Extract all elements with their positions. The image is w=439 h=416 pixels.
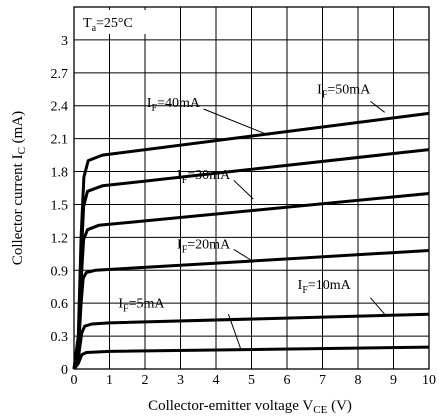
annotation-leader-line (227, 313, 242, 350)
x-tick-label: 6 (284, 373, 291, 388)
series-curve-5ma (72, 345, 430, 370)
x-axis-title-sub: CE (313, 404, 327, 416)
series-label-rest: =40mA (157, 96, 201, 111)
x-tick-label: 10 (422, 373, 436, 388)
series-label: IF=20mA (177, 237, 231, 255)
series-label-main: I (177, 237, 182, 252)
y-axis-title: Collector current IC (mA) (10, 111, 28, 265)
series-curves (72, 111, 430, 370)
tick-labels: 0 1 2 3 4 5 6 7 8 9 10 0 0.3 0.6 0.9 1.2 1.5 1.8 2.1 2.4 2.7… (51, 34, 437, 388)
annotation-leader-line (233, 179, 254, 200)
condition-rest: =25°C (96, 16, 133, 31)
annotation-leaders (203, 100, 387, 350)
y-tick-label: 0.3 (51, 330, 69, 345)
plot-frame (73, 6, 430, 370)
annotation-leader-line (203, 108, 270, 136)
condition-sub: a (92, 23, 97, 34)
x-tick-label: 9 (390, 373, 397, 388)
series-label-main: I (118, 297, 123, 312)
annotation-leader-line (370, 100, 385, 113)
y-tick-label: 0.6 (51, 297, 69, 312)
y-tick-label: 0 (61, 363, 68, 378)
series-label-rest: =5mA (129, 297, 166, 312)
series-label-sub: F (182, 244, 188, 255)
series-label: IF=5mA (118, 297, 165, 315)
series-label: IF=30mA (177, 168, 231, 186)
series-label-sub: F (322, 90, 328, 101)
y-tick-label: 1.5 (51, 198, 69, 213)
x-tick-label: 1 (106, 373, 113, 388)
series-label: IF=40mA (147, 96, 201, 114)
series-label-main: I (177, 168, 182, 183)
condition-label: Ta=25°C (83, 16, 133, 34)
annotation-leader-line (370, 297, 387, 317)
series-label-main: I (147, 96, 152, 111)
annotation-leader-line (233, 249, 254, 262)
series-label-main: I (298, 278, 303, 293)
series-label-sub: F (152, 103, 158, 114)
x-axis-title: Collector-emitter voltage VCE (V) (148, 398, 352, 416)
series-label-rest: =30mA (187, 168, 231, 183)
x-tick-label: 4 (213, 373, 220, 388)
y-tick-label: 2.7 (51, 67, 69, 82)
x-axis-title-main: Collector-emitter voltage V (148, 398, 313, 414)
y-tick-label: 0.9 (51, 264, 69, 279)
condition-label-background (78, 10, 166, 34)
x-tick-label: 2 (142, 373, 149, 388)
y-tick-label: 2.4 (51, 100, 69, 115)
series-label-main: I (317, 83, 322, 98)
grid-lines (74, 7, 429, 369)
y-tick-label: 1.2 (51, 231, 69, 246)
series-label-rest: =20mA (187, 237, 231, 252)
series-label: IF=10mA (298, 278, 352, 296)
series-labels: IF=50mAIF=40mAIF=30mAIF=20mAIF=10mAIF=5m… (118, 83, 371, 315)
x-tick-label: 0 (71, 373, 78, 388)
series-label-rest: =10mA (308, 278, 352, 293)
series-label-rest: =50mA (327, 83, 371, 98)
y-axis-title-main: Collector current I (10, 154, 26, 265)
series-label-sub: F (182, 175, 188, 186)
y-axis-title-sub: C (16, 147, 28, 154)
x-tick-label: 7 (319, 373, 326, 388)
series-label-sub: F (123, 304, 129, 315)
y-tick-label: 3 (61, 34, 68, 49)
series-label-sub: F (302, 285, 308, 296)
x-tick-label: 3 (177, 373, 184, 388)
y-tick-label: 2.1 (51, 133, 69, 148)
x-tick-label: 8 (355, 373, 362, 388)
x-tick-label: 5 (248, 373, 255, 388)
condition-main: T (83, 16, 92, 31)
y-axis-title-rest: (mA) (10, 111, 26, 147)
series-label: IF=50mA (317, 83, 371, 101)
series-curve-50ma (72, 111, 430, 370)
y-tick-label: 1.8 (51, 166, 69, 181)
x-axis-title-rest: (V) (327, 398, 352, 414)
